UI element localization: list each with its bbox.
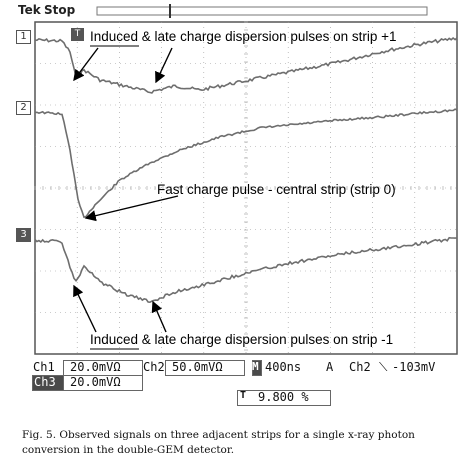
scope-display <box>34 4 458 355</box>
annotation-strip-minus-1: Induced & late charge dispersion pulses … <box>90 332 394 347</box>
annotation-strip-plus-1: Induced & late charge dispersion pulses … <box>90 29 397 44</box>
scope-brand: Tek <box>18 3 41 17</box>
channel-3-marker: 3 <box>16 228 31 242</box>
arrow-bottom-left <box>73 284 97 333</box>
trigger-marker-icon: T <box>71 28 84 41</box>
oscilloscope-screenshot: Tek Stop 1 2 3 T Induced & late charge d… <box>16 3 458 406</box>
arrow-top-left <box>73 47 99 82</box>
trigger-position-icon: T <box>240 390 247 401</box>
graticule-grid <box>34 21 457 354</box>
ch2-scale-box <box>165 360 245 376</box>
figure-caption: Fig. 5. Observed signals on three adjace… <box>22 429 415 456</box>
channel-2-marker: 2 <box>16 101 31 115</box>
ch3-label: Ch3 <box>34 375 56 389</box>
arrow-middle <box>84 195 179 222</box>
timebase-label: M <box>252 360 259 373</box>
channel-1-marker: 1 <box>16 30 31 44</box>
trace-strip-minus-1 <box>34 236 458 304</box>
trigger-channel: Ch2 <box>349 360 371 374</box>
trigger-source-label: A <box>326 360 334 374</box>
timebase-value: 400ns <box>265 360 302 374</box>
trace-strip-plus-1 <box>34 36 458 94</box>
scope-state: Stop <box>44 3 76 17</box>
arrow-bottom-right <box>151 300 167 333</box>
trigger-position-value: 9.800 % <box>258 390 309 404</box>
position-box <box>237 390 331 406</box>
ch2-label: Ch2 <box>143 360 165 374</box>
ch1-value: 20.0mVΩ <box>70 360 121 374</box>
timebase-marker <box>252 360 262 376</box>
ch2-value: 50.0mVΩ <box>172 360 223 374</box>
ch3-value: 20.0mVΩ <box>70 375 121 389</box>
annotation-central-strip: Fast charge pulse - central strip (strip… <box>157 182 396 197</box>
record-bar <box>96 6 428 16</box>
trace-central-strip <box>34 108 458 219</box>
ch1-label: Ch1 <box>33 360 55 374</box>
ch3-scale-box <box>63 375 143 391</box>
annotation-arrows <box>73 45 179 350</box>
arrow-top-right <box>155 47 173 84</box>
trigger-level: -103mV <box>392 360 436 374</box>
trigger-slope-icon: ⟍ <box>379 360 388 374</box>
waveform-traces <box>34 36 458 304</box>
